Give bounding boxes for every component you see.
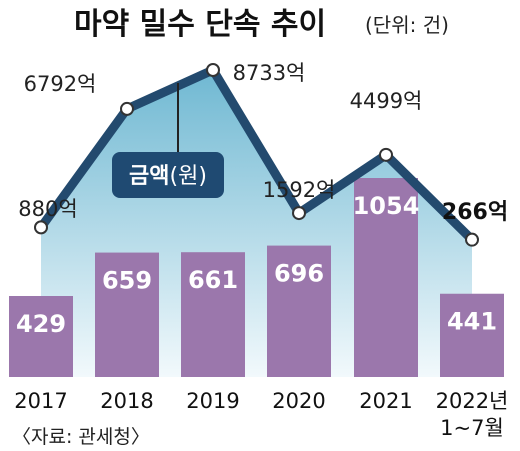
bar-1 xyxy=(95,252,159,377)
bar-value-label-1: 659 xyxy=(102,267,152,295)
bar-2 xyxy=(181,252,245,377)
amount-line-path xyxy=(36,65,477,245)
bar-3 xyxy=(267,245,331,377)
x-tick-label-0: 2017 xyxy=(14,389,67,413)
amount-point-3 xyxy=(292,206,306,221)
amount-label-3: 1592억 xyxy=(263,178,336,202)
bar-4 xyxy=(354,178,418,377)
amount-point-4 xyxy=(379,147,393,162)
legend-main: 금액 xyxy=(129,164,169,189)
bar-value-label-3: 696 xyxy=(274,260,324,288)
amount-point-1 xyxy=(120,101,134,116)
bars xyxy=(9,178,504,377)
amount-point-0 xyxy=(34,220,48,235)
bar-0 xyxy=(9,296,73,377)
amount-label-2: 8733억 xyxy=(233,61,306,85)
x-tick-label-3: 2020 xyxy=(272,389,325,413)
bar-value-label-0: 429 xyxy=(16,310,66,338)
bar-5 xyxy=(440,293,504,377)
bar-value-label-5: 441 xyxy=(447,308,497,336)
legend-sub: (원) xyxy=(170,164,207,189)
bar-value-label-2: 661 xyxy=(188,266,238,294)
amount-label-4: 4499억 xyxy=(350,89,423,113)
bar-value-label-4: 1054 xyxy=(353,192,420,220)
legend-badge-label: 금액(원) xyxy=(129,164,207,189)
labels: 429 659 661 696 1054 441 880억 6792억 8733억 1592억 44… xyxy=(14,61,508,440)
chart-title: 마약 밀수 단속 추이 xyxy=(74,7,326,42)
unit-label: (단위: 건) xyxy=(365,13,449,37)
x-tick-label-4: 2021 xyxy=(359,389,412,413)
amount-label-0: 880억 xyxy=(18,197,77,221)
source-note: 〈자료: 관세청〉 xyxy=(12,426,150,448)
amount-point-5 xyxy=(465,232,479,247)
legend-badge-box xyxy=(112,152,224,198)
amount-label-5: 266억 xyxy=(442,200,508,225)
legend-badge: 금액(원) xyxy=(112,83,224,198)
x-tick-label-5: 2022년 1~7월 xyxy=(436,389,509,440)
amount-label-1: 6792억 xyxy=(24,72,97,96)
x-tick-label-2: 2019 xyxy=(186,389,239,413)
amount-point-2 xyxy=(206,63,220,77)
x-tick-label-1: 2018 xyxy=(100,389,153,413)
amount-line xyxy=(34,63,479,247)
